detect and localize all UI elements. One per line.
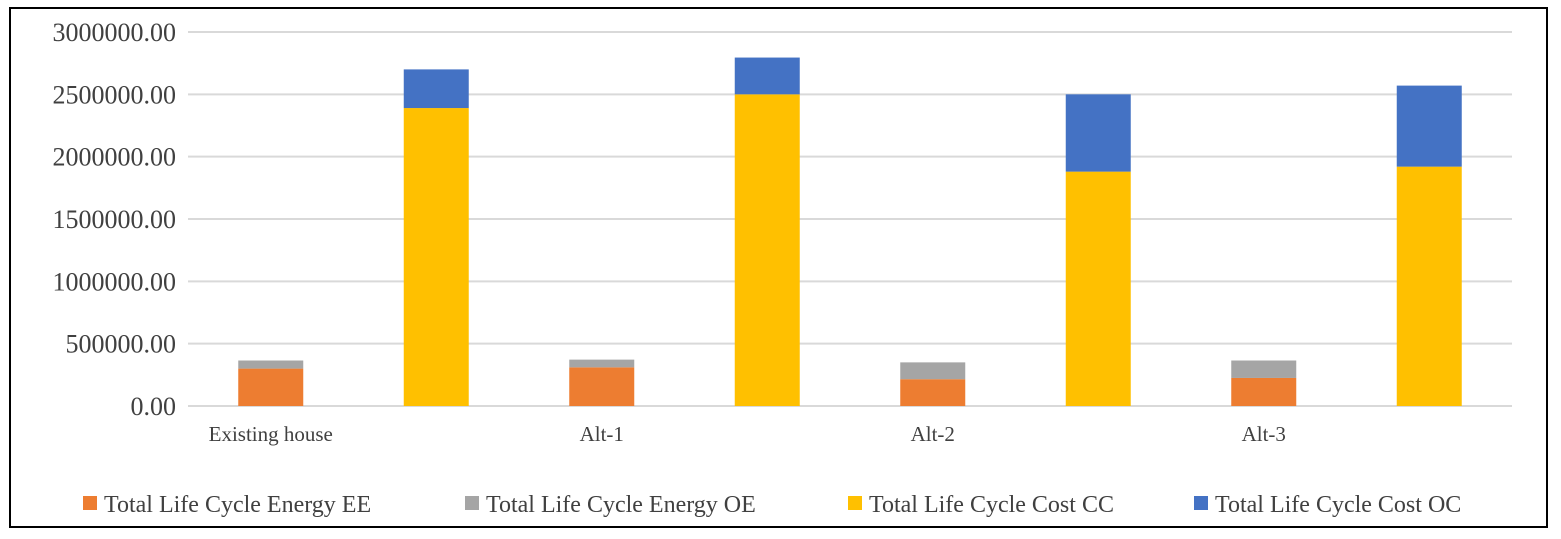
y-tick-label: 1500000.00 — [53, 205, 177, 234]
y-tick-label: 2000000.00 — [53, 143, 177, 172]
gridlines — [188, 31, 1512, 407]
legend-swatch — [848, 496, 862, 510]
bar-segment — [569, 359, 635, 368]
bar-segment — [1231, 360, 1297, 378]
bar-segment — [900, 362, 966, 380]
x-axis-category-labels: Existing house Alt-1 Alt-2 Alt-3 — [209, 422, 1286, 446]
category-label: Alt-1 — [580, 422, 624, 446]
category-label: Existing house — [209, 422, 333, 446]
bar-segment — [1065, 171, 1131, 406]
legend-label: Total Life Cycle Energy OE — [486, 492, 756, 518]
y-tick-label: 3000000.00 — [53, 18, 177, 47]
y-tick-label: 0.00 — [131, 392, 177, 421]
bars — [238, 57, 1462, 407]
bar-segment — [734, 94, 800, 406]
bar-segment — [1065, 94, 1131, 172]
legend-label: Total Life Cycle Cost OC — [1215, 492, 1461, 518]
legend: Total Life Cycle Energy EE Total Life Cyc… — [83, 492, 1461, 518]
bar-segment — [238, 360, 304, 369]
legend-label: Total Life Cycle Cost CC — [869, 492, 1114, 518]
y-tick-label: 1000000.00 — [53, 267, 177, 296]
category-label: Alt-3 — [1242, 422, 1286, 446]
y-tick-label: 500000.00 — [66, 330, 177, 359]
bar-segment — [569, 367, 635, 406]
bar-segment — [238, 368, 304, 406]
bar-segment — [1231, 377, 1297, 406]
legend-label: Total Life Cycle Energy EE — [104, 492, 371, 518]
bar-segment — [403, 69, 469, 109]
legend-swatch — [83, 496, 97, 510]
category-label: Alt-2 — [911, 422, 955, 446]
y-axis-tick-labels: 0.00 500000.00 1000000.00 1500000.00 2000000… — [53, 18, 177, 421]
bar-segment — [403, 108, 469, 407]
bar-segment — [734, 57, 800, 95]
bar-segment — [1396, 166, 1462, 406]
bar-segment — [900, 379, 966, 406]
legend-swatch — [465, 496, 479, 510]
bar-segment — [1396, 85, 1462, 167]
legend-swatch — [1194, 496, 1208, 510]
y-tick-label: 2500000.00 — [53, 80, 177, 109]
